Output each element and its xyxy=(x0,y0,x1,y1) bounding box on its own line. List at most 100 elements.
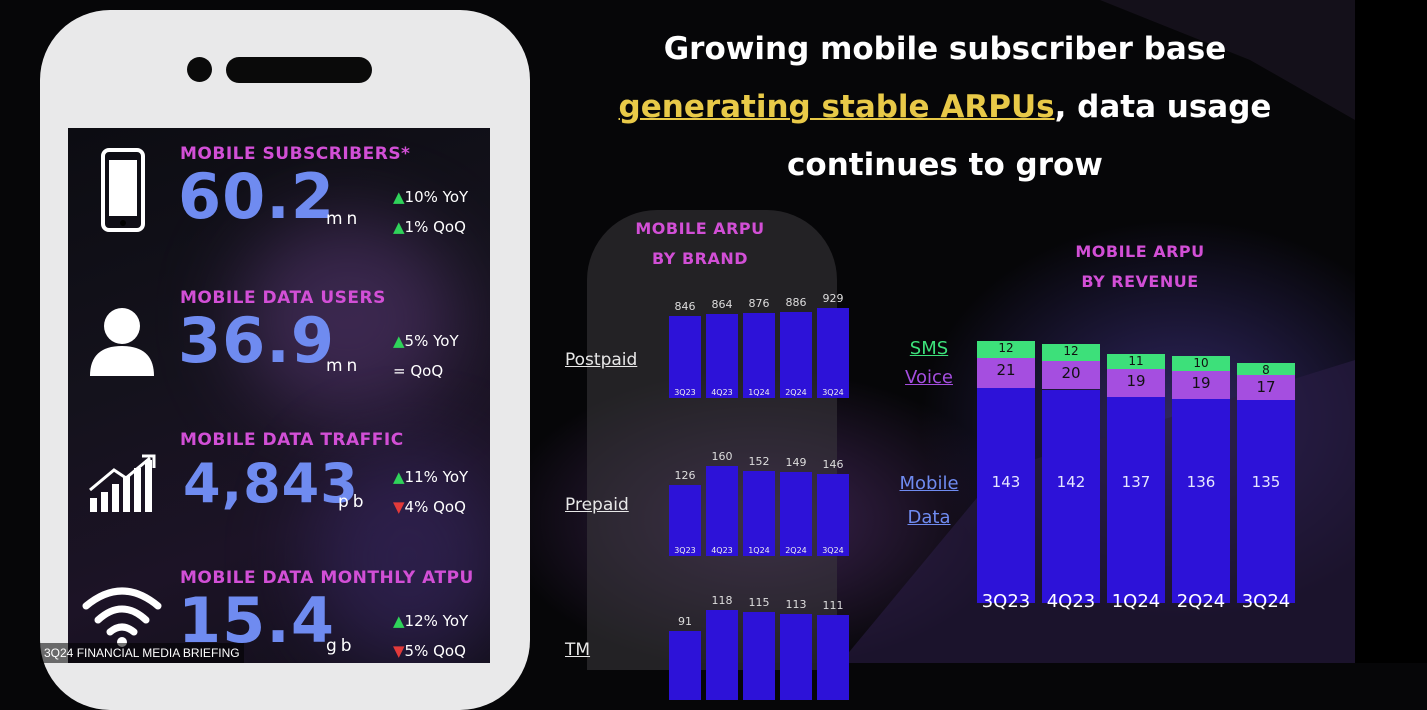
brand-bar xyxy=(706,314,738,398)
up-arrow-icon: ▲ xyxy=(393,468,405,486)
up-arrow-icon: ▲ xyxy=(393,612,405,630)
brand-bar-value: 929 xyxy=(822,292,844,305)
brand-bar-value: 160 xyxy=(711,450,733,463)
phone-screen: MOBILE SUBSCRIBERS* 60.2 mn ▲10% YoY ▲1%… xyxy=(68,128,490,663)
brand-bar xyxy=(780,312,812,398)
brand-row-label: Postpaid xyxy=(565,350,638,370)
brand-bar xyxy=(780,613,812,700)
brand-bar-value: 146 xyxy=(822,457,844,471)
revenue-value-mobile-data: 143 xyxy=(991,473,1021,491)
up-arrow-icon: ▲ xyxy=(393,332,405,350)
brand-bar-value: 864 xyxy=(711,298,733,312)
revenue-bar-quarter: 2Q24 xyxy=(1176,591,1226,612)
brand-bar xyxy=(706,466,738,556)
slide-headline: Growing mobile subscriber base generatin… xyxy=(560,20,1330,194)
brand-bar xyxy=(817,308,849,398)
brand-bar xyxy=(669,316,701,398)
phone-camera xyxy=(187,57,212,82)
legend-mobile-data-line-1: Mobile xyxy=(899,473,959,494)
brand-bar-quarter: 1Q24 xyxy=(748,388,770,397)
brand-bar-value: 149 xyxy=(785,456,807,470)
brand-chart-title-line-2: BY BRAND xyxy=(651,249,749,268)
brand-bar xyxy=(743,313,775,398)
kpi-change-qoq: ▲1% QoQ xyxy=(393,218,466,236)
brand-bar-quarter: 3Q24 xyxy=(822,546,844,555)
legend-sms: SMS xyxy=(909,338,949,359)
kpi-change-qoq: ▼5% QoQ xyxy=(393,642,466,660)
revenue-bar-voice xyxy=(1107,369,1165,397)
revenue-bar-sms xyxy=(1172,356,1230,371)
brand-bar xyxy=(669,630,701,700)
phone-icon xyxy=(101,148,145,232)
revenue-value-mobile-data: 142 xyxy=(1056,473,1086,491)
brand-bar xyxy=(817,473,849,556)
growth-chart-icon xyxy=(89,454,156,512)
kpi-unit: pb xyxy=(338,492,368,512)
wifi-icon xyxy=(82,587,162,647)
revenue-bar-quarter: 3Q24 xyxy=(1241,591,1291,612)
brand-bar-quarter: 4Q23 xyxy=(711,388,733,397)
brand-bar-quarter: 3Q23 xyxy=(674,388,696,397)
headline-line-1: Growing mobile subscriber base xyxy=(663,31,1227,67)
revenue-value-voice: 20 xyxy=(1061,363,1081,382)
brand-bar-value: 115 xyxy=(748,596,770,610)
down-arrow-icon: ▼ xyxy=(393,498,405,516)
revenue-bar-sms xyxy=(1042,343,1100,361)
revenue-bar-sms xyxy=(1237,362,1295,375)
revenue-value-mobile-data: 135 xyxy=(1251,473,1281,491)
brand-bar-quarter: 3Q23 xyxy=(674,546,696,555)
revenue-bar-mobile-data xyxy=(1042,389,1100,603)
kpi-change-yoy: ▲10% YoY xyxy=(393,188,469,206)
revenue-bar-sms xyxy=(977,341,1035,358)
kpi-change-qoq: = QoQ xyxy=(393,362,444,380)
revenue-value-voice: 19 xyxy=(1126,372,1146,391)
up-arrow-icon: ▲ xyxy=(393,218,405,236)
brand-bar xyxy=(706,610,738,700)
revenue-value-sms: 12 xyxy=(1063,343,1079,358)
revenue-chart-title-line-1: MOBILE ARPU xyxy=(1075,242,1205,261)
revenue-value-sms: 12 xyxy=(998,341,1014,355)
kpi-change-yoy: ▲11% YoY xyxy=(393,468,469,486)
kpi-unit: mn xyxy=(326,356,362,376)
brand-chart-title: MOBILE ARPU BY BRAND xyxy=(620,214,780,274)
revenue-value-mobile-data: 136 xyxy=(1186,473,1216,491)
revenue-value-voice: 21 xyxy=(996,361,1016,379)
kpi-mobile-data-traffic: MOBILE DATA TRAFFIC 4,843 pb ▲11% YoY ▼4… xyxy=(68,430,490,560)
phone-speaker xyxy=(226,57,372,83)
kpi-value: 36.9 xyxy=(178,304,335,377)
headline-line-2-rest: , data usage xyxy=(1054,89,1272,125)
legend-mobile-data: Mobile Data xyxy=(890,467,968,535)
kpi-value: 4,843 xyxy=(183,452,359,515)
kpi-mobile-subscribers: MOBILE SUBSCRIBERS* 60.2 mn ▲10% YoY ▲1%… xyxy=(68,144,490,274)
kpi-mobile-data-users: MOBILE DATA USERS 36.9 mn ▲5% YoY = QoQ xyxy=(68,288,490,418)
headline-highlight: generating stable ARPUs xyxy=(618,89,1055,125)
kpi-change-yoy: ▲12% YoY xyxy=(393,612,469,630)
brand-row-label: Prepaid xyxy=(565,495,629,515)
legend-voice: Voice xyxy=(905,367,953,388)
revenue-bar-quarter: 4Q23 xyxy=(1046,591,1096,612)
headline-line-2: generating stable ARPUs, data usage xyxy=(560,78,1330,136)
brand-bar-value: 846 xyxy=(674,300,696,314)
revenue-value-voice: 17 xyxy=(1256,377,1276,396)
brand-bar-value: 876 xyxy=(748,297,770,311)
brand-bar-value: 126 xyxy=(674,469,696,483)
revenue-bar-sms xyxy=(1107,353,1165,370)
kpi-label: MOBILE DATA MONTHLY ATPU xyxy=(180,568,474,588)
headline-line-3: continues to grow xyxy=(787,147,1103,183)
brand-bar-quarter: 3Q24 xyxy=(822,388,844,397)
brand-bar-value: 886 xyxy=(785,296,807,310)
kpi-label: MOBILE SUBSCRIBERS* xyxy=(180,144,411,164)
revenue-chart-title: MOBILE ARPU BY REVENUE xyxy=(1040,237,1240,297)
brand-bar xyxy=(817,615,849,700)
kpi-change-qoq: ▼4% QoQ xyxy=(393,498,466,516)
kpi-unit: gb xyxy=(326,636,356,656)
brand-bar xyxy=(743,612,775,700)
kpi-label: MOBILE DATA USERS xyxy=(180,288,386,308)
brand-bar-quarter: 1Q24 xyxy=(748,546,770,555)
brand-bar xyxy=(669,485,701,556)
brand-bar-quarter: 2Q24 xyxy=(785,546,807,555)
revenue-bar-quarter: 1Q24 xyxy=(1111,591,1161,612)
brand-bar xyxy=(743,470,775,556)
revenue-value-mobile-data: 137 xyxy=(1121,473,1151,491)
user-icon xyxy=(90,308,154,376)
